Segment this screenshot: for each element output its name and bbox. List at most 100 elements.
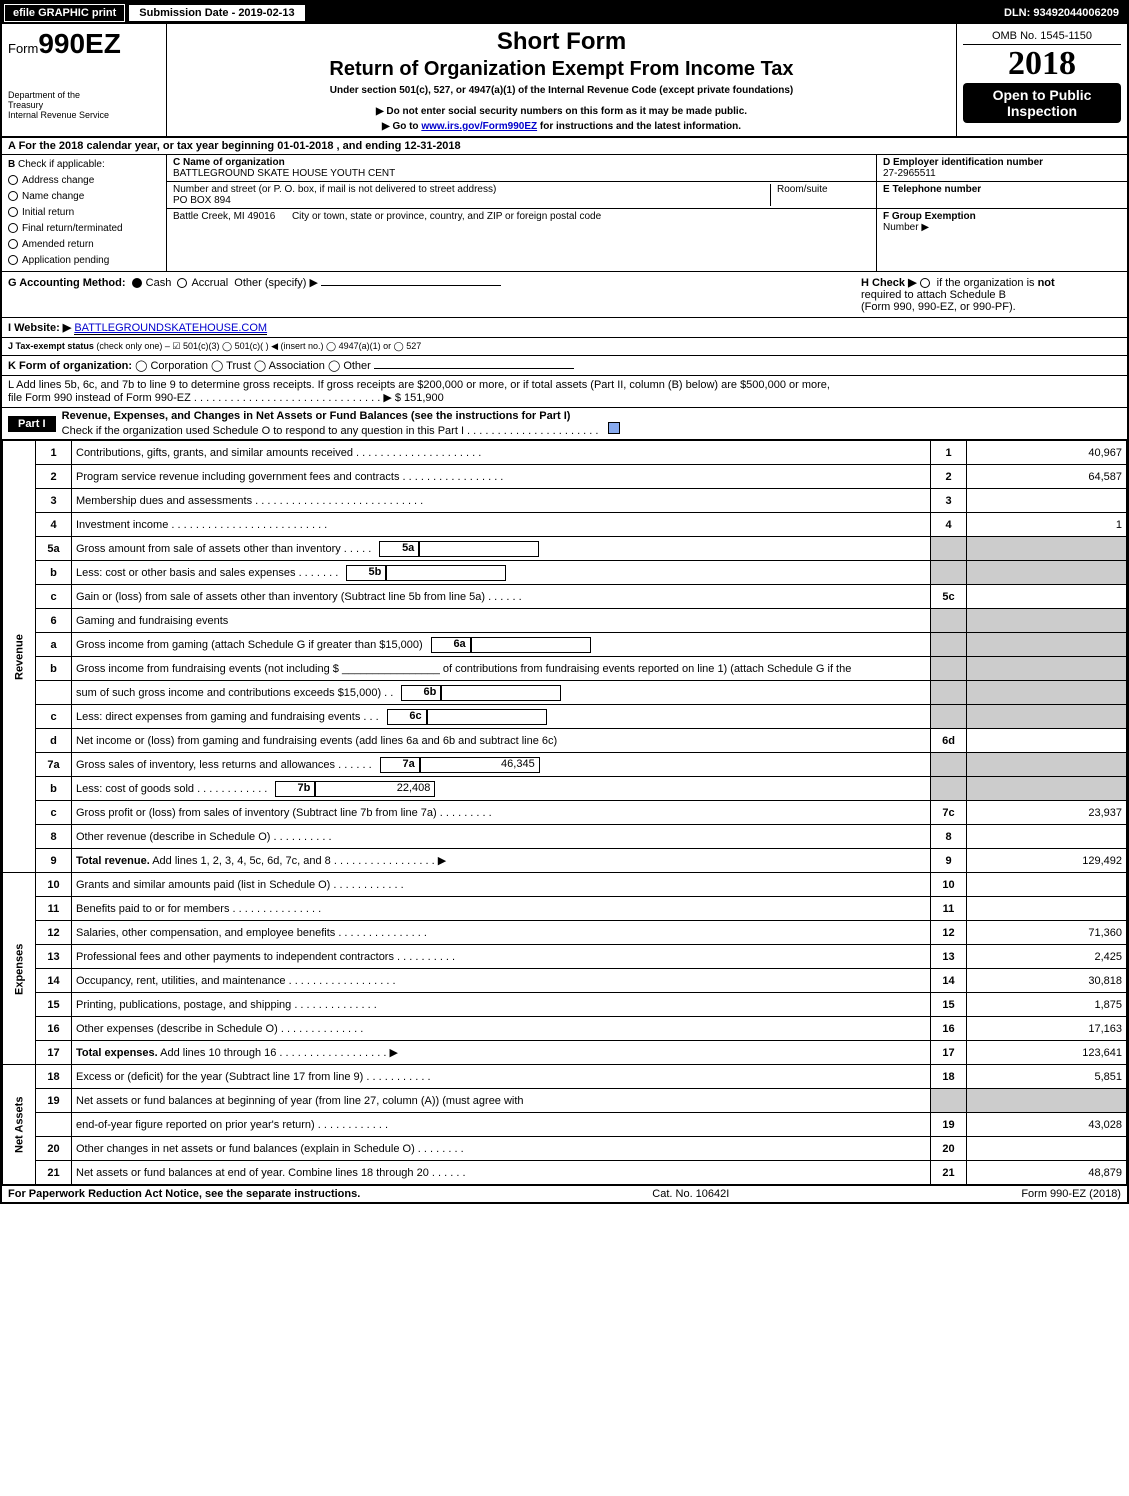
right-lineno: 10 (931, 873, 967, 897)
amount-cell: 64,587 (967, 465, 1127, 489)
room-label: Room/suite (777, 184, 828, 195)
omb-number: OMB No. 1545-1150 (963, 28, 1121, 45)
checkbox-application-pending[interactable] (8, 255, 18, 265)
amount-cell (967, 489, 1127, 513)
line-num: 17 (36, 1041, 72, 1065)
amount-cell (967, 561, 1127, 585)
amount-cell: 1 (967, 513, 1127, 537)
city-row: Battle Creek, MI 49016 City or town, sta… (167, 209, 876, 224)
row-l: L Add lines 5b, 6c, and 7b to line 9 to … (2, 376, 1127, 408)
chk-item-0: Address change (22, 175, 94, 186)
amount-cell: 5,851 (967, 1065, 1127, 1089)
line-num: b (36, 657, 72, 681)
line-desc: Gross profit or (loss) from sales of inv… (72, 801, 931, 825)
chk-item-3: Final return/terminated (22, 223, 123, 234)
ein-value: 27-2965511 (883, 168, 936, 179)
amount-cell: 48,879 (967, 1161, 1127, 1185)
amount-cell: 17,163 (967, 1017, 1127, 1041)
line-desc: Printing, publications, postage, and shi… (72, 993, 931, 1017)
checkbox-accrual[interactable] (177, 278, 187, 288)
amount-cell: 129,492 (967, 849, 1127, 873)
amount-cell: 43,028 (967, 1113, 1127, 1137)
dept-line1: Department of the (8, 90, 160, 100)
org-name-row: C Name of organization BATTLEGROUND SKAT… (167, 155, 876, 182)
line-num: 20 (36, 1137, 72, 1161)
checkbox-address-change[interactable] (8, 175, 18, 185)
line-num: 4 (36, 513, 72, 537)
mini-lineno: 5b (346, 565, 386, 581)
amount-cell (967, 729, 1127, 753)
table-row: 7aGross sales of inventory, less returns… (3, 753, 1127, 777)
right-lineno: 8 (931, 825, 967, 849)
c-label: C Name of organization (173, 157, 285, 168)
inspection-text: Inspection (967, 103, 1117, 119)
right-lineno: 17 (931, 1041, 967, 1065)
line-num: 19 (36, 1089, 72, 1113)
ein-row: D Employer identification number 27-2965… (877, 155, 1127, 182)
open-public-badge: Open to Public Inspection (963, 83, 1121, 123)
part1-header-row: Part I Revenue, Expenses, and Changes in… (2, 408, 1127, 440)
checkbox-schedule-o[interactable] (608, 422, 620, 434)
chk-item-5: Application pending (22, 255, 109, 266)
subtitle-3: ▶ Go to www.irs.gov/Form990EZ for instru… (173, 121, 950, 132)
line-desc: Less: direct expenses from gaming and fu… (72, 705, 931, 729)
line-desc: sum of such gross income and contributio… (72, 681, 931, 705)
right-lineno (931, 537, 967, 561)
mini-value (441, 685, 561, 701)
right-lineno: 13 (931, 945, 967, 969)
h-text2: required to attach Schedule B (861, 289, 1006, 301)
right-lineno: 12 (931, 921, 967, 945)
table-row: cGross profit or (loss) from sales of in… (3, 801, 1127, 825)
amount-cell (967, 633, 1127, 657)
dept-line3: Internal Revenue Service (8, 110, 160, 120)
right-lineno (931, 681, 967, 705)
line-desc: Contributions, gifts, grants, and simila… (72, 441, 931, 465)
city-label: City or town, state or province, country… (292, 211, 601, 222)
table-row: 16Other expenses (describe in Schedule O… (3, 1017, 1127, 1041)
accrual-label: Accrual (191, 277, 228, 289)
irs-link[interactable]: www.irs.gov/Form990EZ (421, 121, 537, 132)
checkbox-final-return[interactable] (8, 223, 18, 233)
line-desc: Other revenue (describe in Schedule O) .… (72, 825, 931, 849)
efile-print-button[interactable]: efile GRAPHIC print (4, 4, 125, 22)
line-desc: Gaming and fundraising events (72, 609, 931, 633)
f-label2: Number ▶ (883, 222, 929, 233)
line-num: 7a (36, 753, 72, 777)
group-exemption-row: F Group Exemption Number ▶ (877, 209, 1127, 235)
table-row: 19Net assets or fund balances at beginni… (3, 1089, 1127, 1113)
table-row: 11Benefits paid to or for members . . . … (3, 897, 1127, 921)
amount-cell: 23,937 (967, 801, 1127, 825)
amount-cell: 30,818 (967, 969, 1127, 993)
line-desc: Less: cost or other basis and sales expe… (72, 561, 931, 585)
e-label: E Telephone number (883, 184, 981, 195)
mini-value: 46,345 (420, 757, 540, 773)
checkbox-h[interactable] (920, 278, 930, 288)
top-bar: efile GRAPHIC print Submission Date - 20… (2, 2, 1127, 24)
amount-cell (967, 1089, 1127, 1113)
amount-cell: 2,425 (967, 945, 1127, 969)
checkbox-initial-return[interactable] (8, 207, 18, 217)
right-lineno: 9 (931, 849, 967, 873)
line-desc: Salaries, other compensation, and employ… (72, 921, 931, 945)
chk-item-4: Amended return (22, 239, 94, 250)
amount-cell (967, 753, 1127, 777)
cash-label: Cash (146, 277, 172, 289)
line-num: c (36, 585, 72, 609)
lines-table: Revenue1Contributions, gifts, grants, an… (2, 440, 1127, 1185)
mini-value (386, 565, 506, 581)
row-a-end: 12-31-2018 (404, 140, 460, 152)
row-a-tax-year: A For the 2018 calendar year, or tax yea… (2, 138, 1127, 155)
website-link[interactable]: BATTLEGROUNDSKATEHOUSE.COM (74, 322, 267, 335)
right-lineno: 19 (931, 1113, 967, 1137)
checkbox-cash[interactable] (132, 278, 142, 288)
right-lineno: 21 (931, 1161, 967, 1185)
mini-value (471, 637, 591, 653)
row-g-h: G Accounting Method: Cash Accrual Other … (2, 272, 1127, 318)
line-desc: Occupancy, rent, utilities, and maintena… (72, 969, 931, 993)
right-lineno (931, 777, 967, 801)
checkbox-name-change[interactable] (8, 191, 18, 201)
checkbox-amended-return[interactable] (8, 239, 18, 249)
right-lineno: 16 (931, 1017, 967, 1041)
line-desc: Program service revenue including govern… (72, 465, 931, 489)
other-label: Other (specify) ▶ (234, 277, 318, 289)
